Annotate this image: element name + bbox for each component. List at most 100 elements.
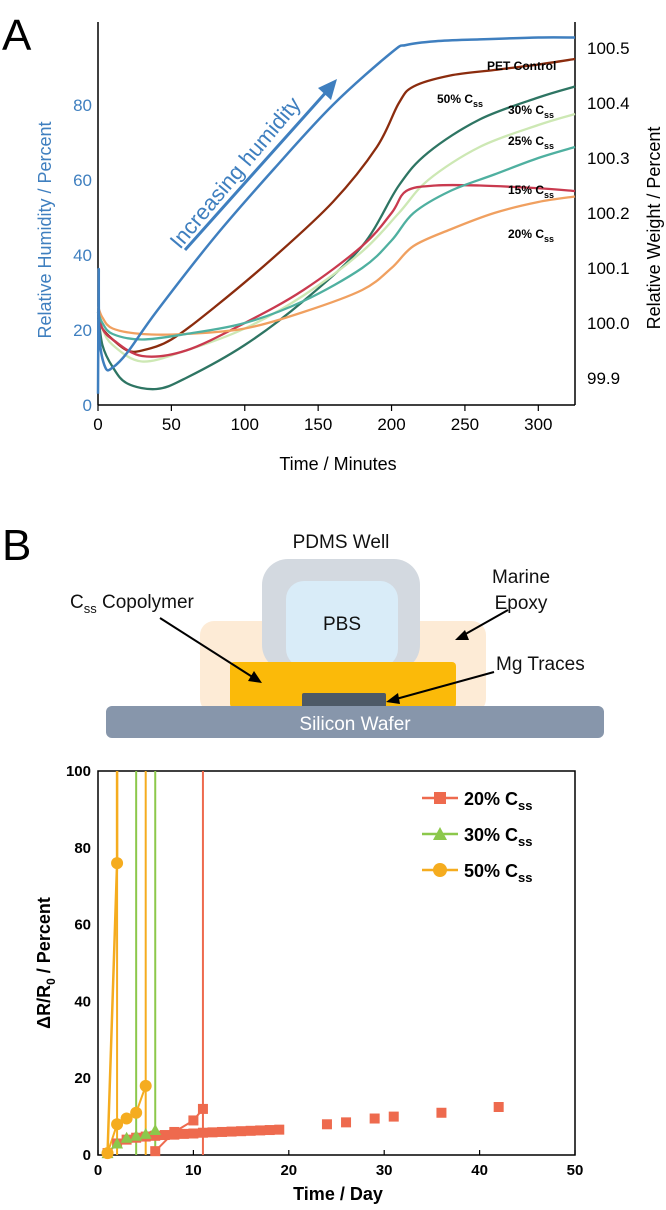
copolymer-pointer-head xyxy=(248,671,262,683)
a-label-30-css: 30% Css xyxy=(508,103,554,120)
a-y-left-axis-title: Relative Humidity / Percent xyxy=(35,121,55,338)
b-20-point xyxy=(341,1117,352,1128)
increasing-humidity-arrow xyxy=(183,89,330,251)
b-20-point xyxy=(150,1146,161,1157)
a-y-right-axis-title: Relative Weight / Percent xyxy=(644,127,664,330)
b-20-point xyxy=(436,1107,447,1118)
a-x-tick-label: 50 xyxy=(162,415,181,434)
b-20-point xyxy=(159,1130,170,1141)
a-y-left-tick-label: 20 xyxy=(73,321,92,340)
b-x-axis-title: Time / Day xyxy=(293,1184,383,1204)
a-y-left-tick-label: 60 xyxy=(73,171,92,190)
b-20-point xyxy=(236,1126,247,1137)
mg-traces-label: Mg Traces xyxy=(496,654,585,675)
b-20-point xyxy=(274,1124,285,1135)
b-y-tick-label: 0 xyxy=(83,1147,91,1164)
a-x-tick-label: 100 xyxy=(231,415,259,434)
b-50-point xyxy=(120,1112,133,1125)
a-y-right-ticks: 99.9 100.0 100.1 100.2 100.3 100.4 100.5 xyxy=(587,39,630,388)
a-humidity-line xyxy=(96,36,576,394)
pbs-shape xyxy=(286,581,398,667)
a-x-tick-label: 200 xyxy=(377,415,405,434)
b-50-point xyxy=(101,1147,114,1160)
a-series-25-css xyxy=(96,112,576,363)
pdms-well-label: PDMS Well xyxy=(293,532,390,553)
b-30-point xyxy=(120,1131,133,1143)
b-series-lines xyxy=(106,771,280,1155)
b-20-line-secondary xyxy=(154,1108,204,1152)
b-20-point xyxy=(321,1119,332,1130)
increasing-humidity-annotation: Increasing humidity xyxy=(165,92,306,253)
panel-a-label: A xyxy=(2,11,32,60)
marine-label: Marine xyxy=(492,567,550,588)
a-label-15-css: 15% Css xyxy=(508,183,554,200)
b-legend: 20% Css 30% Css 50% Css xyxy=(422,789,533,885)
b-x-tick-label: 10 xyxy=(185,1162,202,1179)
mg-traces-pointer-head xyxy=(386,693,400,704)
b-legend-label: 30% Css xyxy=(464,825,533,849)
b-20-point xyxy=(255,1125,266,1136)
b-legend-label: 20% Css xyxy=(464,789,533,813)
a-series-15-css xyxy=(96,183,576,358)
b-x-ticks: 0 10 20 30 40 50 xyxy=(94,1150,584,1179)
silicon-wafer-shape xyxy=(106,706,604,738)
a-series-extra-teal xyxy=(96,145,576,341)
copolymer-label: Css Copolymer xyxy=(70,592,195,616)
copolymer-layer xyxy=(230,662,456,708)
b-20-point xyxy=(188,1128,199,1139)
a-x-tick-label: 0 xyxy=(93,415,102,434)
b-legend-label: 50% Css xyxy=(464,861,533,885)
a-label-pet-control: PET Control xyxy=(487,59,556,73)
b-y-tick-label: 40 xyxy=(74,993,91,1010)
epoxy-pointer xyxy=(461,609,509,637)
b-x-tick-label: 0 xyxy=(94,1162,102,1179)
b-y-ticks: 0 20 40 60 80 100 xyxy=(66,763,91,1164)
a-label-25-css: 25% Css xyxy=(508,134,554,151)
b-30-point xyxy=(111,1137,124,1149)
b-20-point xyxy=(217,1126,228,1137)
b-20-point xyxy=(264,1125,275,1136)
silicon-wafer-label: Silicon Wafer xyxy=(299,714,411,735)
b-20-point xyxy=(226,1126,237,1137)
a-curve-labels: PET Control 50% Css 30% Css 25% Css 15% Css 2… xyxy=(437,59,556,244)
b-50-point xyxy=(139,1079,152,1092)
resistance-chart: 0 10 20 30 40 50 0 20 40 60 80 100 20% Css 30% Css 5… xyxy=(34,763,583,1204)
b-x-tick-label: 20 xyxy=(280,1162,297,1179)
a-y-left-ticks: 0 20 40 60 80 xyxy=(73,96,92,415)
a-y-right-tick-label: 100.2 xyxy=(587,204,630,223)
b-20-point xyxy=(169,1126,180,1137)
b-y-tick-label: 80 xyxy=(74,840,91,857)
b-legend-marker xyxy=(433,863,447,877)
b-20-point xyxy=(388,1111,399,1122)
a-x-tick-label: 300 xyxy=(524,415,552,434)
b-20-point xyxy=(207,1127,218,1138)
a-y-right-tick-label: 100.0 xyxy=(587,314,630,333)
b-50-spike-line xyxy=(106,771,119,1154)
a-x-ticks: 0 50 100 150 200 250 300 xyxy=(93,405,552,434)
b-series-points xyxy=(101,857,504,1160)
increasing-humidity-arrowhead xyxy=(318,79,337,100)
a-x-axis-title: Time / Minutes xyxy=(279,454,396,474)
b-legend-marker xyxy=(433,827,447,840)
device-diagram: PDMS Well PBS Marine Epoxy Css Copolymer… xyxy=(70,532,604,738)
b-x-tick-label: 30 xyxy=(376,1162,393,1179)
b-legend-marker xyxy=(434,792,446,804)
pbs-label: PBS xyxy=(323,614,361,635)
b-30-point xyxy=(130,1129,143,1141)
a-x-tick-label: 250 xyxy=(451,415,479,434)
b-20-point xyxy=(245,1125,256,1136)
a-y-right-tick-label: 100.1 xyxy=(587,259,630,278)
b-x-tick-label: 50 xyxy=(567,1162,584,1179)
a-label-50-css: 50% Css xyxy=(437,92,483,109)
a-x-tick-label: 150 xyxy=(304,415,332,434)
panel-b-label: B xyxy=(2,521,31,570)
b-20-point xyxy=(178,1128,189,1139)
b-x-tick-label: 40 xyxy=(471,1162,488,1179)
b-20-point xyxy=(369,1113,380,1124)
b-20-point xyxy=(150,1130,161,1141)
a-series-30-css xyxy=(96,85,576,391)
b-30-point xyxy=(139,1127,152,1139)
epoxy-label: Epoxy xyxy=(495,593,548,614)
b-20-point xyxy=(188,1115,199,1126)
b-y-tick-label: 60 xyxy=(74,917,91,934)
